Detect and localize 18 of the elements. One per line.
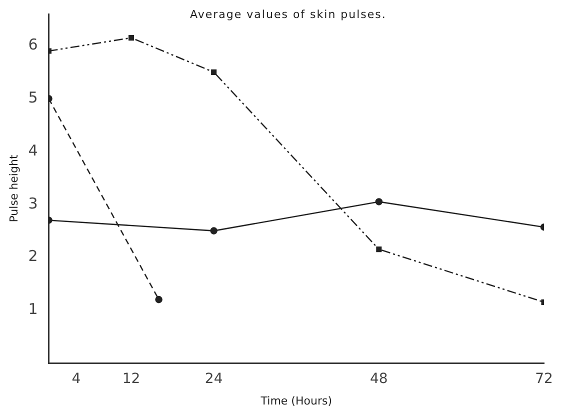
point: [376, 246, 382, 252]
y-axis-title: Pulse height: [7, 154, 20, 222]
annotation: Average values of skin pulses.: [190, 8, 386, 21]
y-tick-label: 3: [28, 194, 38, 212]
line-series: [48, 35, 544, 305]
x-tick-label: 24: [204, 371, 223, 388]
x-tick-label: 48: [370, 371, 388, 388]
y-tick-label: 6: [28, 36, 38, 54]
x-tick-label: 12: [122, 371, 140, 388]
y-tick-label: 1: [28, 300, 38, 318]
x-tick-label: 4: [72, 371, 81, 388]
y-tick-label: 4: [28, 141, 38, 160]
point: [211, 69, 217, 75]
x-axis-title: Time (Hours): [260, 394, 332, 408]
y-tick-label: 2: [28, 247, 38, 266]
point: [128, 35, 134, 41]
y-tick-label: 5: [28, 88, 38, 106]
x-tick-label: 72: [535, 371, 553, 388]
